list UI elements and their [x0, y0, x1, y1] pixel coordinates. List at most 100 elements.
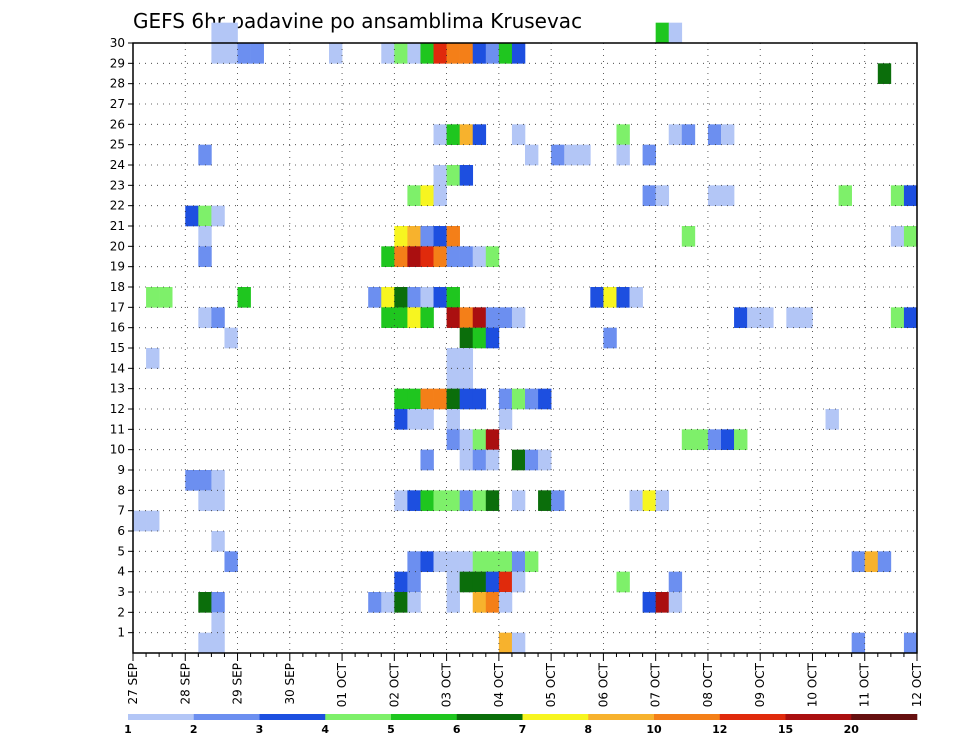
- heatmap-cell: [446, 571, 460, 593]
- heatmap-cell: [538, 449, 552, 471]
- heatmap-cell: [407, 592, 421, 613]
- legend-swatch: [588, 714, 655, 720]
- heatmap-cell: [472, 490, 487, 511]
- legend-label: 4: [321, 723, 329, 736]
- heatmap-cell: [668, 124, 683, 145]
- heatmap-cell: [394, 490, 408, 511]
- heatmap-cell: [407, 490, 421, 511]
- heatmap-cell: [381, 592, 395, 613]
- legend-label: 1: [124, 723, 132, 736]
- heatmap-cell: [799, 307, 813, 328]
- heatmap-cell: [459, 43, 474, 64]
- heatmap-cell: [459, 449, 474, 471]
- heatmap-cell: [498, 307, 513, 328]
- x-tick-label: 06 OCT: [596, 662, 610, 707]
- heatmap-cell: [446, 490, 460, 511]
- heatmap-cell: [446, 226, 460, 247]
- heatmap-cell: [603, 287, 617, 308]
- heatmap-cell: [198, 144, 212, 166]
- heatmap-cell: [616, 571, 630, 593]
- heatmap-cell: [511, 388, 526, 410]
- heatmap-cell: [433, 185, 447, 206]
- heatmap-cell: [459, 348, 474, 369]
- heatmap-cell: [629, 490, 643, 511]
- heatmap-cell: [446, 287, 460, 308]
- legend-swatch: [325, 714, 392, 720]
- heatmap-cell: [498, 592, 513, 613]
- heatmap-cell: [721, 124, 735, 145]
- heatmap-cell: [642, 185, 656, 206]
- y-tick-label: 24: [110, 158, 125, 172]
- y-tick-label: 27: [110, 97, 125, 111]
- heatmap-cell: [721, 429, 735, 450]
- heatmap-cell: [420, 246, 434, 267]
- heatmap-cell: [459, 490, 474, 511]
- heatmap-cell: [446, 43, 460, 64]
- heatmap-cell: [734, 429, 748, 450]
- heatmap-cell: [407, 571, 421, 593]
- heatmap-cell: [446, 124, 460, 145]
- x-tick-label: 10 OCT: [805, 662, 819, 707]
- heatmap-cell: [655, 490, 670, 511]
- heatmap-cell: [459, 429, 474, 450]
- heatmap-cell: [394, 43, 408, 64]
- heatmap-cell: [498, 632, 513, 654]
- heatmap-cell: [446, 592, 460, 613]
- heatmap-cell: [525, 144, 539, 166]
- heatmap-cell: [721, 185, 735, 206]
- heatmap-cell: [485, 551, 500, 572]
- heatmap-cell: [577, 144, 591, 166]
- x-tick-label: 28 SEP: [178, 663, 192, 705]
- y-tick-label: 26: [110, 117, 125, 131]
- legend-swatch: [391, 714, 458, 720]
- heatmap-cell: [511, 571, 526, 593]
- heatmap-cell: [146, 348, 160, 369]
- y-tick-label: 29: [110, 56, 125, 70]
- heatmap-cell: [851, 551, 866, 572]
- heatmap-cell: [903, 632, 918, 654]
- heatmap-cell: [211, 43, 225, 64]
- heatmap-cell: [642, 144, 656, 166]
- legend-swatch: [522, 714, 589, 720]
- x-axis: 27 SEP 28 SEP 29 SEP 30 SEP 01 OCT 02 OCT 03 O…: [126, 653, 924, 707]
- y-tick-label: 16: [110, 321, 125, 335]
- heatmap-cell: [433, 551, 447, 572]
- heatmap-cell: [394, 409, 408, 430]
- heatmap-cell: [420, 185, 434, 206]
- chart-title: GEFS 6hr padavine po ansamblima Krusevac: [133, 9, 582, 33]
- heatmap-cell: [446, 368, 460, 389]
- legend-label: 6: [453, 723, 461, 736]
- heatmap-cell: [394, 571, 408, 593]
- heatmap-cell: [498, 43, 513, 64]
- heatmap-cell: [211, 205, 225, 227]
- heatmap-cell: [890, 307, 905, 328]
- heatmap-cell: [185, 205, 199, 227]
- heatmap-cell: [394, 246, 408, 267]
- y-tick-label: 22: [110, 199, 125, 213]
- heatmap-cell: [420, 226, 434, 247]
- heatmap-cell: [590, 287, 604, 308]
- heatmap-cell: [525, 388, 539, 410]
- heatmap-cell: [211, 307, 225, 328]
- heatmap-cell: [485, 327, 500, 349]
- heatmap-cell: [329, 43, 343, 64]
- x-tick-label: 05 OCT: [544, 662, 558, 707]
- heatmap-cell: [368, 592, 382, 613]
- heatmap-cell: [394, 388, 408, 410]
- y-tick-label: 9: [117, 463, 125, 477]
- y-axis: 1234567891011121314151617181920212223242…: [110, 36, 133, 640]
- legend-label: 8: [584, 723, 592, 736]
- legend-swatch: [193, 714, 260, 720]
- heatmap-cell: [851, 632, 866, 654]
- heatmap-cell: [511, 43, 526, 64]
- heatmap-cell: [433, 43, 447, 64]
- heatmap-cell: [603, 327, 617, 349]
- heatmap-cell: [472, 388, 487, 410]
- heatmap-cell: [433, 246, 447, 267]
- y-tick-label: 15: [110, 341, 125, 355]
- heatmap-cell: [485, 592, 500, 613]
- heatmap-cell: [511, 124, 526, 145]
- heatmap-cell: [551, 144, 565, 166]
- legend-swatch: [128, 714, 195, 720]
- legend-label: 7: [519, 723, 527, 736]
